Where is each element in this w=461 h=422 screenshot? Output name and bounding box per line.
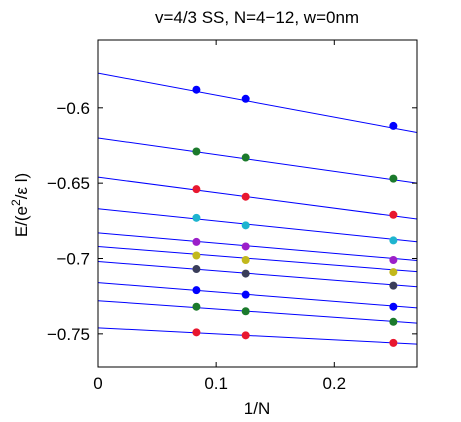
fit-line-2	[98, 137, 417, 184]
data-point-s1-1	[192, 85, 201, 94]
plot-area	[98, 40, 417, 367]
fit-line-3	[98, 176, 417, 220]
data-point-s10-3	[389, 338, 398, 347]
data-point-s9-1	[192, 302, 201, 311]
y-tick-label-1: −0.6	[56, 99, 90, 118]
fit-line-10	[98, 327, 417, 345]
fit-line-5	[98, 232, 417, 262]
y-axis-label-prefix: E/(e	[12, 206, 31, 237]
y-axis-label: E/(e2/ε l)	[9, 173, 31, 237]
data-point-s2-2	[241, 153, 250, 162]
y-axis-label-superscript: 2	[9, 199, 23, 206]
chart-title: v=4/3 SS, N=4−12, w=0nm	[155, 8, 359, 27]
fit-line-9	[98, 300, 417, 324]
y-tick-label-3: −0.7	[56, 250, 90, 269]
data-point-s6-2	[241, 256, 250, 265]
data-point-s4-2	[241, 221, 250, 230]
data-point-s1-3	[389, 121, 398, 130]
data-point-s5-3	[389, 256, 398, 265]
data-point-s8-2	[241, 290, 250, 299]
data-point-s4-1	[192, 213, 201, 222]
data-point-s1-2	[241, 94, 250, 103]
data-point-s3-2	[241, 192, 250, 201]
y-tick-label-4: −0.75	[47, 325, 90, 344]
data-point-s7-3	[389, 281, 398, 290]
data-point-s4-3	[389, 236, 398, 245]
data-point-s5-1	[192, 237, 201, 246]
data-point-s8-1	[192, 286, 201, 295]
data-point-s2-1	[192, 147, 201, 156]
data-point-s8-3	[389, 302, 398, 311]
fit-line-8	[98, 282, 417, 309]
x-tick-label-3: 0.2	[322, 374, 346, 393]
data-point-s7-2	[241, 269, 250, 278]
axes: 0 0.1 0.2 −0.6 −0.65 −0.7 −0.75	[47, 39, 418, 393]
y-tick-label-2: −0.65	[47, 174, 90, 193]
x-axis-label: 1/N	[244, 399, 270, 418]
data-point-s6-1	[192, 251, 201, 260]
data-point-s10-1	[192, 328, 201, 337]
x-tick-label-1: 0	[93, 374, 102, 393]
fit-lines	[98, 72, 417, 345]
fit-line-4	[98, 208, 417, 243]
data-point-s5-2	[241, 242, 250, 251]
axes-box	[97, 39, 418, 368]
data-point-s7-1	[192, 265, 201, 274]
fit-line-1	[98, 72, 417, 134]
data-point-s10-2	[241, 331, 250, 340]
data-point-s6-3	[389, 268, 398, 277]
y-axis-label-suffix: /ε l)	[12, 173, 31, 199]
data-point-s9-3	[389, 317, 398, 326]
fit-line-6	[98, 245, 417, 273]
data-point-s3-1	[192, 185, 201, 194]
data-point-s3-3	[389, 210, 398, 219]
data-point-s9-2	[241, 307, 250, 316]
x-tick-label-2: 0.1	[204, 374, 228, 393]
data-points	[192, 85, 398, 347]
fit-line-7	[98, 261, 417, 288]
data-point-s2-3	[389, 174, 398, 183]
